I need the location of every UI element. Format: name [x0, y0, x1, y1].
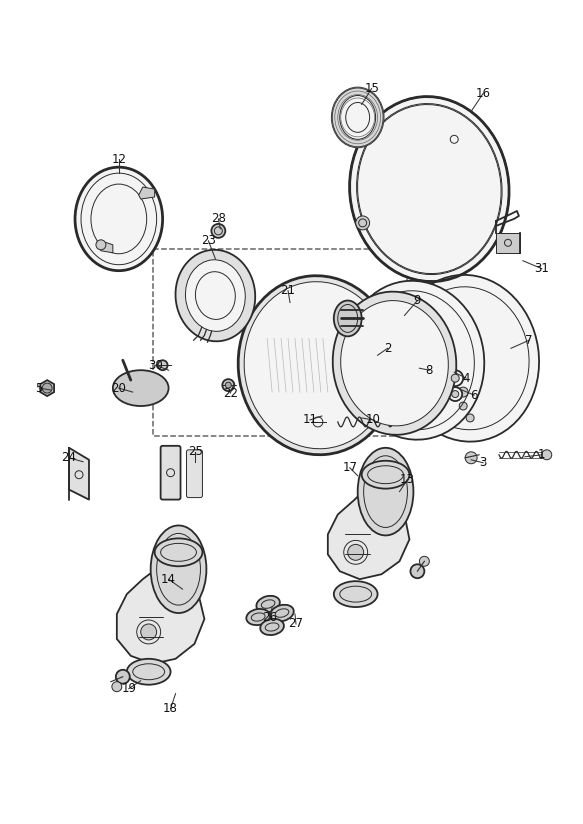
Ellipse shape — [395, 275, 539, 442]
Bar — [163, 447, 178, 498]
Ellipse shape — [361, 461, 409, 489]
Circle shape — [359, 219, 367, 227]
Ellipse shape — [154, 538, 202, 566]
Circle shape — [157, 360, 167, 370]
Circle shape — [116, 670, 130, 684]
Ellipse shape — [185, 260, 245, 331]
Ellipse shape — [271, 605, 294, 621]
Text: 12: 12 — [111, 152, 127, 166]
Ellipse shape — [260, 619, 284, 635]
Text: 23: 23 — [201, 234, 216, 247]
Text: 15: 15 — [364, 82, 379, 95]
Polygon shape — [40, 380, 54, 396]
Circle shape — [356, 216, 370, 230]
Ellipse shape — [340, 96, 375, 139]
Circle shape — [225, 382, 231, 388]
Circle shape — [410, 564, 424, 578]
Text: 3: 3 — [479, 456, 487, 469]
Text: 1: 1 — [538, 448, 546, 461]
Text: 8: 8 — [426, 363, 433, 377]
Ellipse shape — [332, 87, 384, 147]
Ellipse shape — [127, 659, 171, 685]
Circle shape — [141, 624, 157, 640]
Circle shape — [212, 224, 225, 238]
Circle shape — [448, 387, 462, 401]
Circle shape — [458, 387, 468, 397]
Circle shape — [452, 391, 459, 397]
Text: 20: 20 — [111, 382, 127, 395]
Text: 31: 31 — [535, 262, 549, 275]
Circle shape — [347, 545, 364, 560]
Text: 27: 27 — [289, 617, 304, 630]
Circle shape — [371, 347, 378, 355]
Ellipse shape — [113, 370, 168, 406]
Circle shape — [542, 450, 552, 460]
Text: 21: 21 — [280, 284, 296, 297]
Text: 19: 19 — [121, 682, 136, 695]
Text: 26: 26 — [262, 611, 278, 624]
Text: 5: 5 — [36, 382, 43, 395]
Ellipse shape — [75, 167, 163, 270]
Ellipse shape — [358, 447, 413, 536]
Text: 9: 9 — [414, 294, 421, 307]
Polygon shape — [69, 447, 89, 499]
Text: 10: 10 — [366, 414, 381, 427]
Text: 22: 22 — [223, 386, 238, 400]
Ellipse shape — [345, 281, 484, 440]
Bar — [153, 249, 408, 436]
Circle shape — [504, 239, 511, 246]
Ellipse shape — [334, 581, 378, 607]
Ellipse shape — [334, 301, 361, 336]
Text: 17: 17 — [342, 461, 357, 475]
Text: 16: 16 — [476, 87, 490, 100]
Circle shape — [112, 681, 122, 691]
Text: 14: 14 — [161, 573, 176, 586]
Polygon shape — [328, 489, 409, 579]
Ellipse shape — [257, 596, 280, 612]
Text: 6: 6 — [470, 389, 478, 401]
Text: 13: 13 — [400, 473, 415, 486]
Text: 4: 4 — [462, 372, 470, 385]
FancyBboxPatch shape — [187, 450, 202, 498]
Circle shape — [459, 402, 467, 410]
Circle shape — [466, 414, 474, 422]
Circle shape — [215, 227, 222, 235]
Polygon shape — [117, 567, 205, 664]
Ellipse shape — [175, 250, 255, 341]
Ellipse shape — [350, 96, 509, 282]
Circle shape — [451, 374, 459, 382]
Text: 7: 7 — [525, 334, 533, 347]
Text: 25: 25 — [188, 445, 203, 458]
Text: 24: 24 — [62, 452, 76, 464]
Circle shape — [96, 240, 106, 250]
Ellipse shape — [244, 282, 392, 449]
Polygon shape — [496, 233, 520, 253]
Text: 30: 30 — [148, 358, 163, 372]
Circle shape — [419, 556, 429, 566]
Circle shape — [222, 379, 234, 391]
FancyBboxPatch shape — [161, 446, 181, 499]
Polygon shape — [97, 241, 113, 253]
Ellipse shape — [238, 276, 398, 455]
Circle shape — [447, 370, 463, 386]
Circle shape — [42, 383, 52, 393]
Text: 28: 28 — [211, 213, 226, 226]
Ellipse shape — [333, 292, 456, 435]
Text: 11: 11 — [303, 414, 317, 427]
Ellipse shape — [340, 301, 448, 426]
Text: 18: 18 — [163, 702, 178, 715]
Ellipse shape — [246, 609, 270, 625]
Text: 2: 2 — [384, 342, 391, 355]
Polygon shape — [139, 187, 154, 199]
Circle shape — [465, 452, 477, 464]
Ellipse shape — [150, 526, 206, 613]
